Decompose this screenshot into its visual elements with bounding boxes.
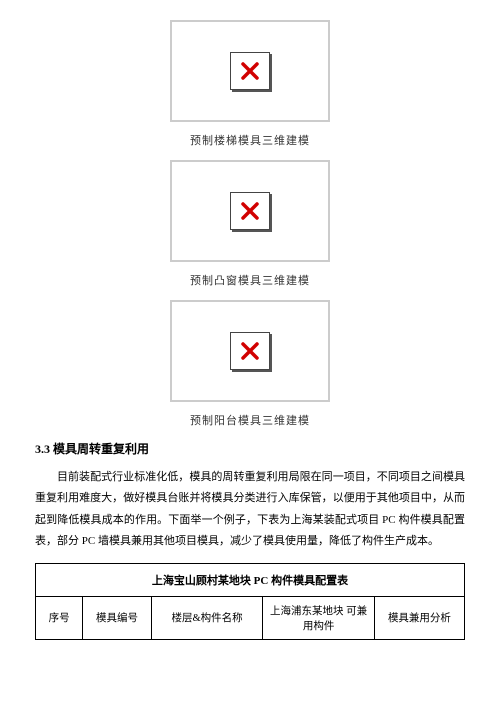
table-title: 上海宝山顾村某地块 PC 构件模具配置表 (36, 563, 465, 596)
table-header-cell: 模具兼用分析 (374, 596, 464, 639)
broken-image-icon (230, 52, 270, 90)
image-placeholder-frame (170, 300, 330, 402)
table-header-cell: 模具编号 (83, 596, 152, 639)
figure-stair: 预制楼梯模具三维建模 (35, 20, 465, 148)
table-header-row: 序号 模具编号 楼层&构件名称 上海浦东某地块 可兼用构件 模具兼用分析 (36, 596, 465, 639)
body-paragraph: 目前装配式行业标准化低，模具的周转重复利用局限在同一项目，不同项目之间模具重复利… (35, 467, 465, 553)
image-placeholder-frame (170, 20, 330, 122)
table-title-row: 上海宝山顾村某地块 PC 构件模具配置表 (36, 563, 465, 596)
broken-image-icon (230, 192, 270, 230)
figure-window: 预制凸窗模具三维建模 (35, 160, 465, 288)
broken-image-icon (230, 332, 270, 370)
figure-balcony: 预制阳台模具三维建模 (35, 300, 465, 428)
table-header-cell: 上海浦东某地块 可兼用构件 (263, 596, 375, 639)
figure-caption: 预制凸窗模具三维建模 (190, 272, 310, 288)
image-placeholder-frame (170, 160, 330, 262)
table-header-cell: 序号 (36, 596, 83, 639)
figure-caption: 预制楼梯模具三维建模 (190, 132, 310, 148)
table-header-cell: 楼层&构件名称 (151, 596, 263, 639)
config-table: 上海宝山顾村某地块 PC 构件模具配置表 序号 模具编号 楼层&构件名称 上海浦… (35, 563, 465, 640)
figure-caption: 预制阳台模具三维建模 (190, 412, 310, 428)
section-heading: 3.3 模具周转重复利用 (35, 440, 465, 457)
